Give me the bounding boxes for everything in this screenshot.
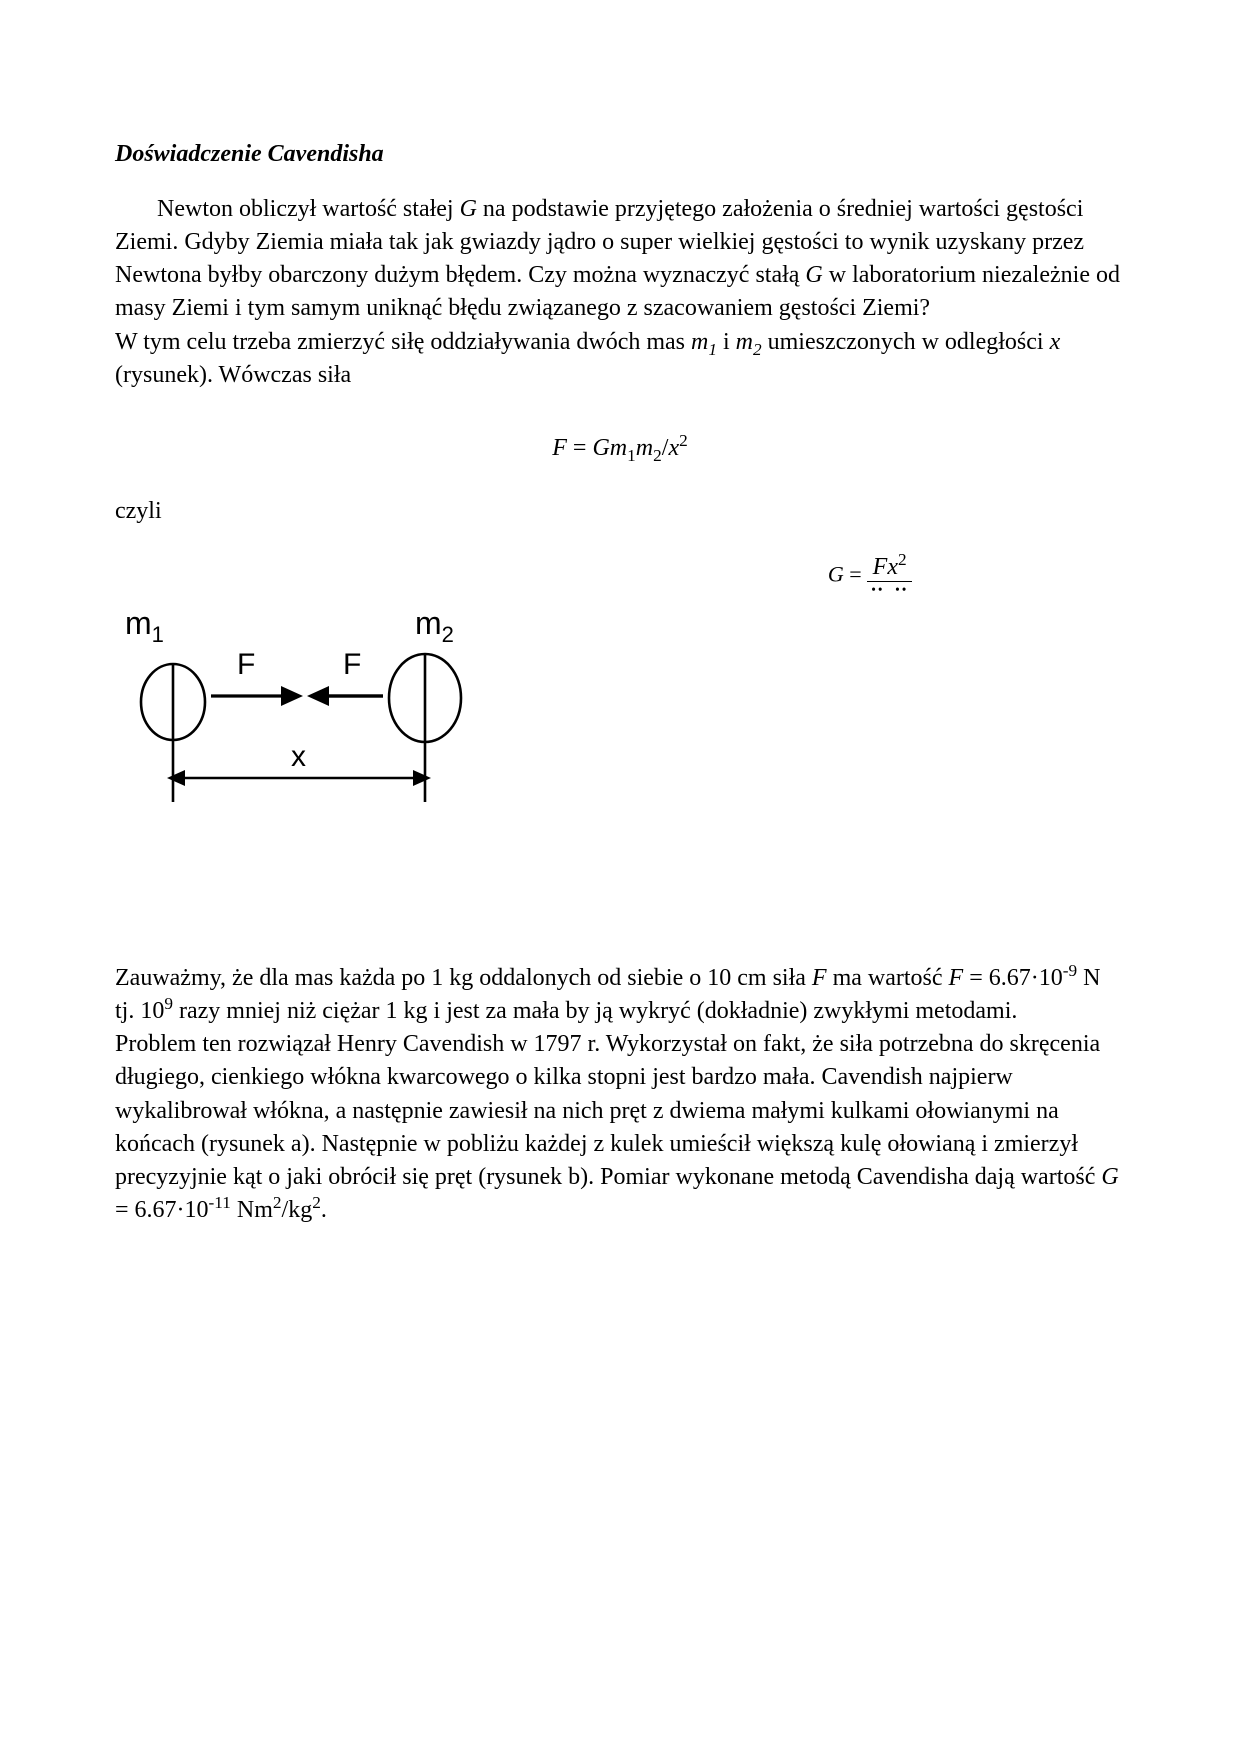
paragraph-3: Zauważmy, że dla mas każda po 1 kg oddal…	[115, 962, 1125, 1028]
var-G: G	[1101, 1164, 1118, 1190]
text: Nm	[231, 1197, 273, 1223]
distance-arrow-right	[413, 770, 431, 786]
text: razy mniej niż ciężar 1 kg i jest za mał…	[173, 998, 1017, 1024]
text: =	[844, 561, 867, 586]
paragraph-4: Problem ten rozwiązał Henry Cavendish w …	[115, 1028, 1125, 1227]
superscript: -9	[1063, 961, 1077, 980]
text: x	[668, 435, 679, 461]
distance-arrow-left	[167, 770, 185, 786]
equation-1: F = Gm1m2/x2	[115, 432, 1125, 465]
subscript: 1	[627, 446, 636, 465]
text: m	[691, 329, 708, 355]
text: Problem ten rozwiązał Henry Cavendish w …	[115, 1031, 1101, 1189]
superscript: 2	[679, 431, 688, 450]
eq2-lhs: G =	[828, 561, 867, 586]
label-x: x	[291, 740, 306, 773]
superscript: 2	[273, 1193, 282, 1212]
text: /kg	[282, 1197, 313, 1223]
var-G: G	[828, 561, 844, 586]
text: Zauważmy, że dla mas każda po 1 kg oddal…	[115, 965, 812, 991]
var-F: F	[552, 435, 567, 461]
var-G: G	[460, 196, 477, 222]
paragraph-2: W tym celu trzeba zmierzyć siłę oddziały…	[115, 326, 1125, 392]
diagram: m1 m2 F F x	[115, 546, 485, 842]
fraction-numerator: Fx2	[867, 554, 912, 582]
force-arrow-left-head	[307, 686, 329, 706]
subscript: 2	[653, 446, 662, 465]
diagram-and-eq-row: m1 m2 F F x G = Fx2 •• ••	[115, 546, 1125, 842]
page: Doświadczenie Cavendisha Newton obliczył…	[0, 0, 1240, 1754]
fraction-denominator: •• ••	[867, 582, 912, 598]
paragraph-1: Newton obliczył wartość stałej G na pods…	[115, 193, 1125, 325]
var-m1: m1	[691, 329, 717, 355]
text: m	[736, 329, 753, 355]
text: (rysunek). Wówczas siła	[115, 362, 351, 388]
var-F: F	[949, 965, 964, 991]
equation-2: G = Fx2 •• ••	[485, 546, 1125, 598]
label-F2: F	[343, 648, 361, 681]
section-title: Doświadczenie Cavendisha	[115, 138, 1125, 171]
text: = 6.67·10	[963, 965, 1063, 991]
var-m2: m2	[736, 329, 762, 355]
force-diagram-svg: m1 m2 F F x	[115, 602, 485, 832]
var-F: F	[812, 965, 827, 991]
text: i	[717, 329, 736, 355]
superscript: 2	[898, 550, 907, 569]
var-x: x	[887, 554, 898, 580]
var-x: x	[1050, 329, 1061, 355]
force-arrow-right-head	[281, 686, 303, 706]
label-F1: F	[237, 648, 255, 681]
text: Gm	[592, 435, 627, 461]
fraction: Fx2 •• ••	[867, 554, 912, 598]
text: ma wartość	[827, 965, 949, 991]
text: m	[636, 435, 653, 461]
label-czyli: czyli	[115, 495, 1125, 528]
text: =	[567, 435, 593, 461]
superscript: -11	[209, 1193, 231, 1212]
subscript: 1	[708, 339, 717, 358]
var-F: F	[873, 554, 888, 580]
text: Newton obliczył wartość stałej	[157, 196, 460, 222]
superscript: 2	[312, 1193, 321, 1212]
superscript: 9	[164, 994, 173, 1013]
text: = 6.67·10	[115, 1197, 209, 1223]
subscript: 2	[753, 339, 762, 358]
text: .	[321, 1197, 327, 1223]
var-G: G	[805, 262, 822, 288]
label-m1: m1	[125, 605, 164, 647]
label-m2: m2	[415, 605, 454, 647]
text: umieszczonych w odległości	[762, 329, 1050, 355]
text: W tym celu trzeba zmierzyć siłę oddziały…	[115, 329, 691, 355]
